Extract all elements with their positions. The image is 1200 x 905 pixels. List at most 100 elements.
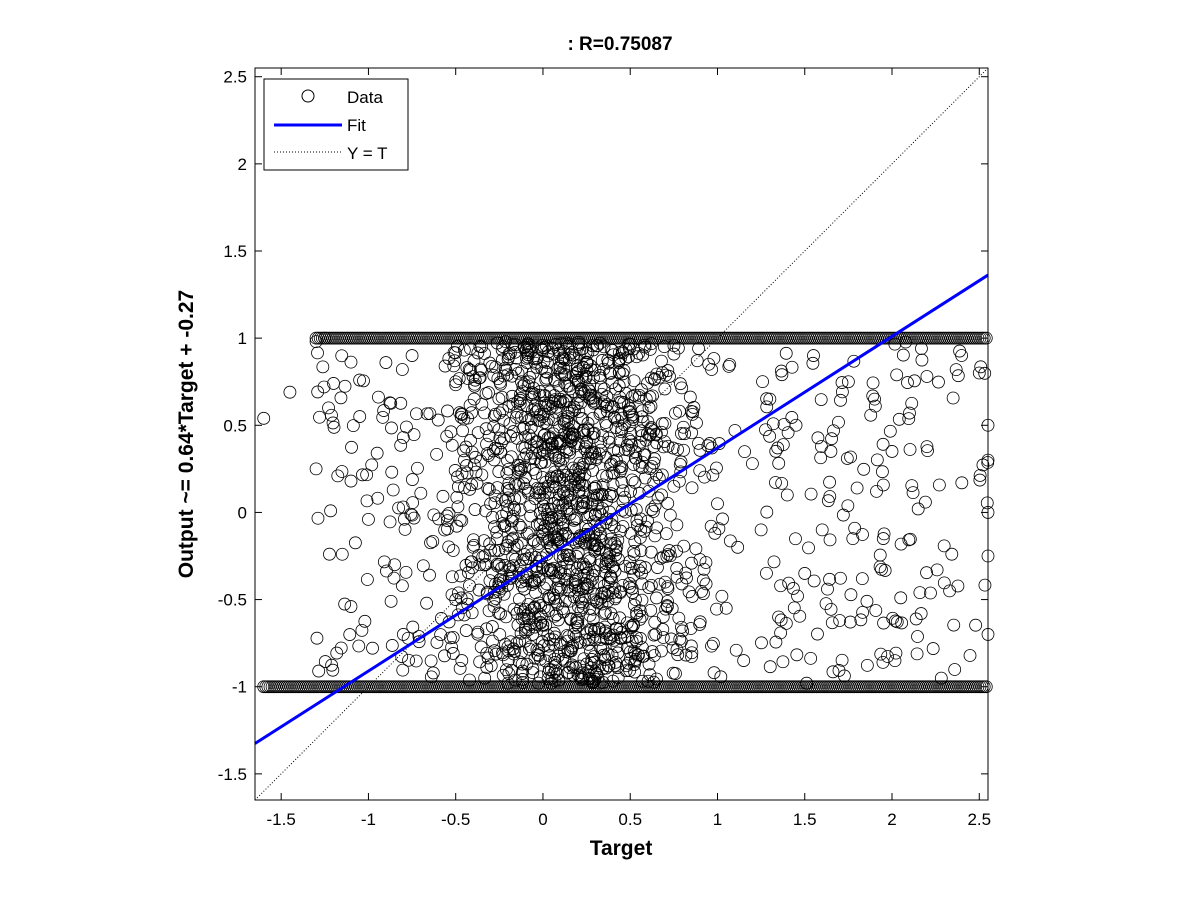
data-point <box>579 440 593 454</box>
data-point <box>436 489 450 503</box>
data-point <box>556 517 570 531</box>
data-point <box>675 427 688 440</box>
data-point <box>569 573 582 587</box>
data-point <box>634 424 648 438</box>
data-point <box>536 448 549 461</box>
data-point <box>430 447 444 461</box>
data-point <box>344 355 358 369</box>
data-point <box>611 646 625 660</box>
data-point <box>514 464 528 477</box>
data-point <box>551 613 565 627</box>
data-point <box>634 544 648 558</box>
data-point <box>653 577 667 591</box>
data-point <box>835 385 849 399</box>
data-point <box>615 462 628 476</box>
data-point <box>921 444 934 458</box>
data-point <box>823 533 837 547</box>
data-point <box>577 568 591 582</box>
data-point <box>492 580 506 594</box>
data-point <box>399 565 413 579</box>
data-point <box>573 635 587 649</box>
data-point <box>534 599 548 612</box>
data-point <box>841 499 855 513</box>
data-point <box>667 479 681 493</box>
data-point <box>472 371 486 385</box>
data-point <box>533 388 547 402</box>
data-point <box>502 667 516 680</box>
data-point <box>708 526 722 540</box>
data-point <box>493 431 507 445</box>
data-point <box>515 410 528 423</box>
data-point <box>627 548 641 561</box>
data-point <box>860 658 874 672</box>
data-point <box>647 440 661 453</box>
data-point <box>945 547 959 561</box>
data-point <box>807 574 821 588</box>
data-point <box>576 360 590 374</box>
data-point <box>519 574 533 588</box>
data-point <box>527 574 541 588</box>
data-point <box>499 363 513 377</box>
data-point <box>517 451 531 465</box>
data-point <box>396 663 410 677</box>
data-point <box>547 561 561 575</box>
data-point <box>772 456 786 470</box>
data-point <box>580 355 593 369</box>
data-point <box>804 487 818 501</box>
data-point <box>643 668 657 682</box>
data-point <box>690 354 704 368</box>
data-point <box>685 650 698 664</box>
data-point <box>611 671 625 685</box>
data-point <box>518 460 532 474</box>
data-point <box>385 639 399 652</box>
data-point <box>463 673 476 687</box>
data-point <box>554 366 567 380</box>
data-point <box>626 390 639 403</box>
data-point <box>487 369 501 382</box>
data-point <box>618 443 632 456</box>
data-point <box>430 636 444 649</box>
data-point <box>358 614 372 628</box>
data-point <box>524 640 538 654</box>
data-point <box>672 611 686 625</box>
data-point <box>919 495 932 509</box>
data-point <box>876 465 889 479</box>
data-point <box>577 652 591 666</box>
data-point <box>698 470 711 484</box>
data-point <box>684 404 698 418</box>
data-point <box>586 675 600 689</box>
data-point <box>309 462 323 476</box>
data-point <box>614 408 628 422</box>
data-point <box>578 479 592 492</box>
data-point <box>506 559 520 573</box>
data-point <box>558 594 572 608</box>
data-point <box>539 654 552 668</box>
data-point <box>581 416 595 430</box>
data-point <box>976 458 990 472</box>
data-point <box>465 445 479 459</box>
data-point <box>330 646 344 660</box>
data-point <box>894 591 908 605</box>
data-point <box>755 636 768 650</box>
data-point <box>684 622 698 635</box>
x-tick-label: 0 <box>538 810 547 829</box>
data-point <box>606 586 620 599</box>
data-point <box>598 607 611 621</box>
data-point <box>806 356 820 370</box>
data-point <box>556 553 570 566</box>
data-point <box>685 646 699 660</box>
data-point <box>345 440 358 454</box>
data-point <box>522 623 536 636</box>
data-point <box>664 632 678 646</box>
data-point <box>471 625 485 639</box>
data-point <box>522 413 536 427</box>
legend-data-marker <box>301 89 315 103</box>
tick-layer: -1.5 -1 -0.5 0 0.5 1 1.5 2 2.5 -1.5 -1 -0.5 0 0.5 1 1.5… <box>218 68 991 829</box>
data-point <box>556 412 570 426</box>
x-tick-label: 0.5 <box>618 810 642 829</box>
data-point <box>588 564 602 578</box>
data-point <box>486 510 499 524</box>
data-point <box>636 674 649 688</box>
data-point <box>507 602 521 616</box>
data-point <box>387 571 401 585</box>
